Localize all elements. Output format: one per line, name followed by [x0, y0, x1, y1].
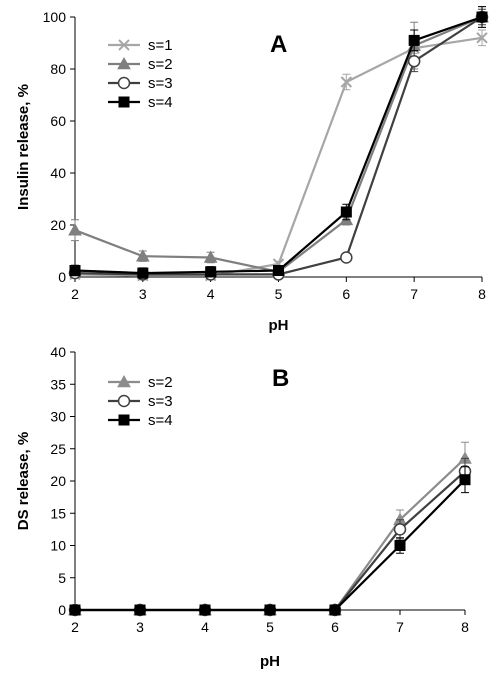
x-tick-label: 4 [201, 619, 209, 635]
x-tick-label: 5 [275, 286, 283, 302]
y-tick-label: 5 [58, 570, 66, 586]
x-tick-label: 6 [342, 286, 350, 302]
legend-item: s=4 [108, 412, 173, 429]
x-tick-label: 4 [207, 286, 215, 302]
data-point [135, 249, 150, 262]
series-s-4 [69, 6, 488, 279]
legend-item: s=4 [108, 94, 173, 111]
y-tick-label: 0 [58, 269, 66, 285]
series-line [75, 478, 466, 612]
legend-label: s=2 [148, 374, 173, 391]
series-line [74, 36, 483, 277]
legend: s=1 s=2 s=3 s=4 [108, 37, 173, 111]
x-tick-label: 3 [136, 619, 144, 635]
x-tick-label: 8 [478, 286, 486, 302]
y-tick-label: 35 [50, 376, 66, 392]
data-point [264, 604, 276, 616]
chart-panel-b: 0 5 10 15 20 25 30 35 40 2 3 4 5 6 7 8 pH DS release, % Bs… [15, 344, 472, 670]
x-tick-label: 2 [71, 619, 79, 635]
y-axis-label: Insulin release, % [15, 84, 32, 210]
x-tick-label: 3 [139, 286, 147, 302]
data-point [329, 604, 341, 616]
legend-marker [117, 394, 131, 408]
x-axis-label: pH [269, 317, 289, 334]
x-axis-label: pH [260, 653, 280, 670]
y-tick-label: 80 [50, 61, 66, 77]
legend-label: s=2 [148, 56, 173, 73]
legend-marker [117, 374, 131, 388]
y-tick-label: 10 [50, 538, 66, 554]
y-tick-label: 20 [50, 473, 66, 489]
legend-label: s=3 [148, 75, 173, 92]
data-point [134, 604, 146, 616]
chart-panel-a: 0 20 40 60 80 100 2 3 4 5 6 7 8 pH Insulin release, % A… [15, 6, 489, 334]
legend-marker [118, 96, 130, 108]
legend-item: s=2 [108, 374, 173, 391]
data-point [199, 604, 211, 616]
series-s-1 [69, 29, 488, 282]
series-line [75, 457, 466, 612]
data-point [69, 265, 81, 276]
series-line [75, 470, 466, 612]
panel-label: A [270, 31, 287, 58]
y-tick-label: 30 [50, 409, 66, 425]
data-point [407, 54, 421, 68]
data-point [476, 32, 488, 44]
y-tick-label: 40 [50, 344, 66, 360]
legend-item: s=1 [108, 37, 173, 54]
series-s-3 [68, 457, 472, 617]
data-point [273, 265, 284, 276]
data-point [203, 250, 218, 263]
x-tick-label: 6 [331, 619, 339, 635]
legend-label: s=4 [148, 94, 173, 111]
legend-marker [118, 39, 130, 51]
y-tick-label: 20 [50, 217, 66, 233]
legend-marker [117, 76, 131, 90]
data-point [137, 267, 149, 279]
legend-item: s=3 [108, 75, 173, 92]
data-point [68, 223, 82, 236]
data-point [394, 540, 406, 551]
y-tick-label: 15 [50, 505, 66, 521]
legend: s=2 s=3 s=4 [108, 374, 173, 429]
data-point [205, 266, 217, 278]
legend-label: s=3 [148, 393, 173, 410]
data-point [408, 34, 420, 46]
legend-label: s=1 [148, 37, 173, 54]
y-tick-label: 25 [50, 441, 66, 457]
data-point [69, 604, 81, 616]
legend-marker [118, 414, 130, 426]
x-tick-label: 8 [461, 619, 469, 635]
y-tick-label: 100 [43, 9, 67, 25]
panel-label: B [272, 365, 289, 392]
y-tick-label: 40 [50, 165, 66, 181]
data-point [340, 251, 353, 264]
series-s-2 [68, 441, 472, 616]
legend-item: s=3 [108, 393, 173, 410]
y-tick-label: 0 [58, 602, 66, 618]
x-tick-label: 5 [266, 619, 274, 635]
data-point [476, 11, 488, 23]
x-tick-label: 7 [410, 286, 418, 302]
data-point [340, 206, 352, 218]
legend-label: s=4 [148, 412, 173, 429]
legend-marker [117, 56, 131, 70]
data-point [459, 474, 471, 486]
y-tick-label: 60 [50, 113, 66, 129]
data-point [340, 76, 353, 88]
data-point [393, 523, 407, 536]
y-axis-label: DS release, % [15, 432, 32, 530]
legend-item: s=2 [108, 56, 173, 73]
x-tick-label: 7 [396, 619, 404, 635]
series-s-4 [69, 466, 471, 616]
x-tick-label: 2 [71, 286, 79, 302]
